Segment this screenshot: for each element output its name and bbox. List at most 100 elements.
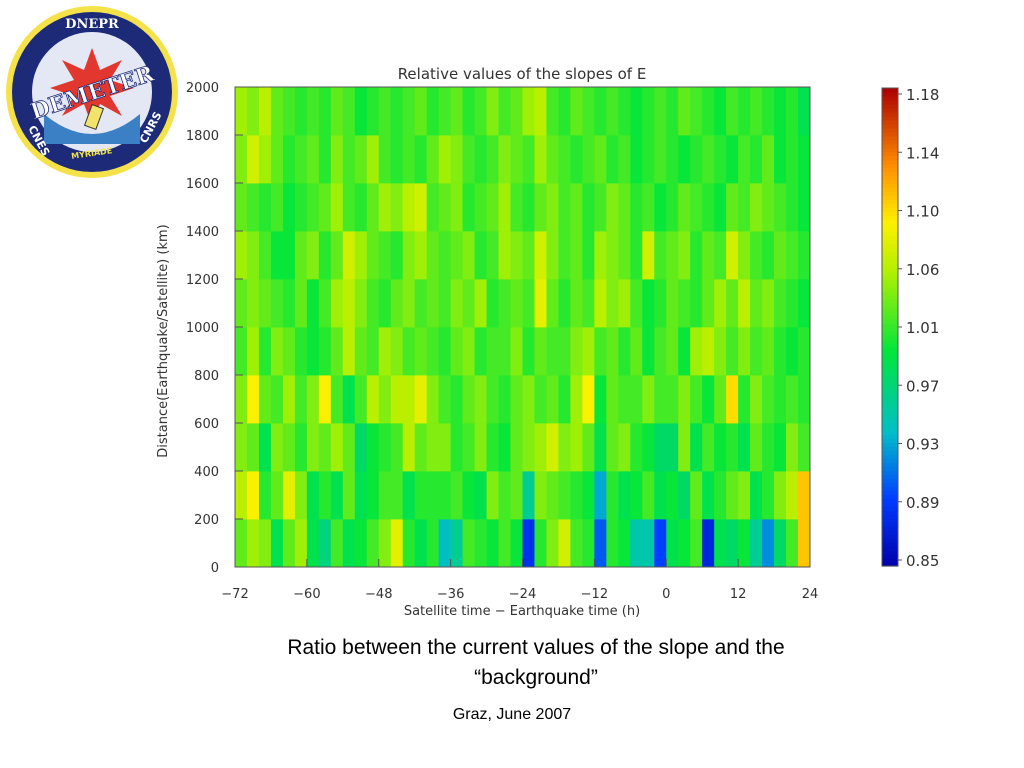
colorbar-segment — [882, 259, 898, 264]
heatmap-cell — [666, 183, 679, 232]
heatmap-cell — [726, 87, 739, 136]
heatmap-cell — [390, 279, 404, 328]
heatmap-cell — [726, 327, 739, 376]
heatmap-cell — [654, 471, 667, 520]
colorbar-segment — [882, 187, 898, 193]
heatmap-cell — [282, 423, 296, 472]
heatmap-cell — [570, 231, 583, 280]
heatmap-cell — [498, 423, 511, 472]
heatmap-cell — [282, 279, 296, 328]
heatmap-cell — [714, 327, 727, 376]
colorbar-segment — [882, 307, 898, 312]
heatmap-cell — [330, 327, 344, 376]
heatmap-cell — [294, 279, 308, 328]
heatmap-cell — [330, 87, 344, 136]
colorbar-segment — [882, 143, 898, 149]
heatmap-cell — [690, 327, 703, 376]
heatmap-cell — [678, 135, 691, 184]
heatmap-cell — [774, 423, 787, 472]
heatmap-cell — [330, 471, 344, 520]
colorbar-segment — [882, 550, 898, 555]
heatmap-cell — [366, 87, 380, 136]
heatmap-cell — [450, 519, 464, 568]
heatmap-cell — [258, 327, 272, 376]
heatmap-cell — [630, 231, 643, 280]
colorbar-segment — [882, 251, 898, 256]
heatmap-cell — [282, 183, 296, 232]
heatmap-cell — [294, 183, 308, 232]
colorbar-segment — [882, 91, 898, 97]
heatmap-cell — [534, 231, 547, 280]
heatmap-cell — [702, 423, 715, 472]
y-tick-label: 800 — [194, 369, 219, 384]
heatmap-cell — [426, 327, 440, 376]
heatmap-cell — [450, 279, 464, 328]
colorbar-segment — [882, 338, 898, 344]
heatmap-cell — [618, 471, 631, 520]
heatmap-cell — [630, 519, 643, 568]
heatmap-cell — [246, 279, 260, 328]
colorbar-segment — [882, 223, 898, 229]
heatmap-cell — [354, 135, 368, 184]
heatmap-cell — [270, 135, 284, 184]
heatmap-cell — [486, 471, 499, 520]
heatmap-cell — [498, 231, 511, 280]
heatmap-cell — [510, 375, 523, 424]
heatmap-cell — [618, 87, 631, 136]
heatmap-cell — [786, 327, 799, 376]
heatmap-cell — [570, 279, 583, 328]
heatmap-cell — [462, 327, 475, 376]
heatmap-cell — [294, 327, 308, 376]
heatmap-cell — [786, 231, 799, 280]
colorbar-segment — [882, 334, 898, 340]
colorbar-segment — [882, 123, 898, 129]
x-tick-label: −12 — [581, 587, 608, 602]
colorbar-segment — [882, 191, 898, 197]
heatmap-cell — [678, 327, 691, 376]
heatmap-cell — [414, 375, 428, 424]
colorbar-segment — [882, 438, 898, 444]
heatmap-cell — [462, 279, 475, 328]
heatmap-cell — [750, 375, 763, 424]
y-tick-label: 1200 — [186, 273, 219, 288]
heatmap-cell — [690, 279, 703, 328]
heatmap-cell — [678, 87, 691, 136]
heatmap-cell — [642, 87, 655, 136]
heatmap-cell — [798, 327, 811, 376]
x-tick-label: −72 — [221, 587, 248, 602]
heatmap-cell — [270, 471, 284, 520]
heatmap-cell — [235, 135, 248, 184]
heatmap-cell — [342, 135, 356, 184]
heatmap-cell — [498, 375, 511, 424]
heatmap-cell — [522, 87, 535, 136]
heatmap-cell — [594, 135, 607, 184]
heatmap-cell — [594, 231, 607, 280]
heatmap-cell — [258, 279, 272, 328]
heatmap-cell — [474, 519, 487, 568]
heatmap-cell — [366, 135, 380, 184]
heatmap-cell — [235, 471, 248, 520]
heatmap-cell — [235, 327, 248, 376]
heatmap-cell — [546, 375, 559, 424]
heatmap-cell — [390, 183, 404, 232]
heatmap-cell — [582, 231, 595, 280]
colorbar-segment — [882, 418, 898, 424]
heatmap-cell — [654, 135, 667, 184]
x-tick-label: −60 — [293, 587, 320, 602]
heatmap-cell — [690, 375, 703, 424]
heatmap-cell — [618, 519, 631, 568]
heatmap-cell — [594, 279, 607, 328]
heatmap-cell — [402, 519, 416, 568]
heatmap-cell — [702, 471, 715, 520]
heatmap-cell — [486, 519, 499, 568]
colorbar-segment — [882, 235, 898, 240]
y-axis: 0 200 400 600 800 1000 1200 1400 1600 1800 2000 — [186, 81, 243, 576]
heatmap-cell — [654, 519, 667, 568]
heatmap-cell — [714, 87, 727, 136]
heatmap-cell — [798, 183, 811, 232]
heatmap-cell — [235, 519, 248, 568]
heatmap-cell — [282, 519, 296, 568]
heatmap-cell — [318, 327, 332, 376]
heatmap-cell — [498, 135, 511, 184]
y-tick-label: 0 — [211, 561, 219, 576]
